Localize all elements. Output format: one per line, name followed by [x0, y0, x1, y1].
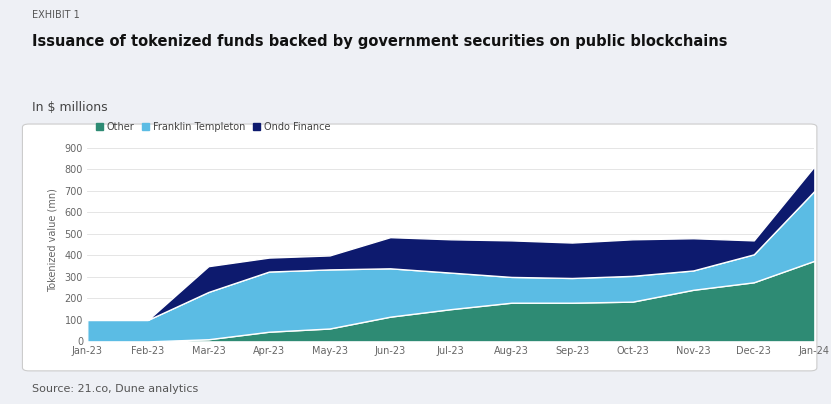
Y-axis label: Tokenized value (mn): Tokenized value (mn)	[47, 188, 57, 292]
Legend: Other, Franklin Templeton, Ondo Finance: Other, Franklin Templeton, Ondo Finance	[92, 118, 334, 136]
Text: Source: 21.co, Dune analytics: Source: 21.co, Dune analytics	[32, 384, 198, 394]
Text: EXHIBIT 1: EXHIBIT 1	[32, 10, 79, 20]
Text: Issuance of tokenized funds backed by government securities on public blockchain: Issuance of tokenized funds backed by go…	[32, 34, 727, 49]
FancyBboxPatch shape	[22, 124, 817, 371]
Text: In $ millions: In $ millions	[32, 101, 107, 114]
